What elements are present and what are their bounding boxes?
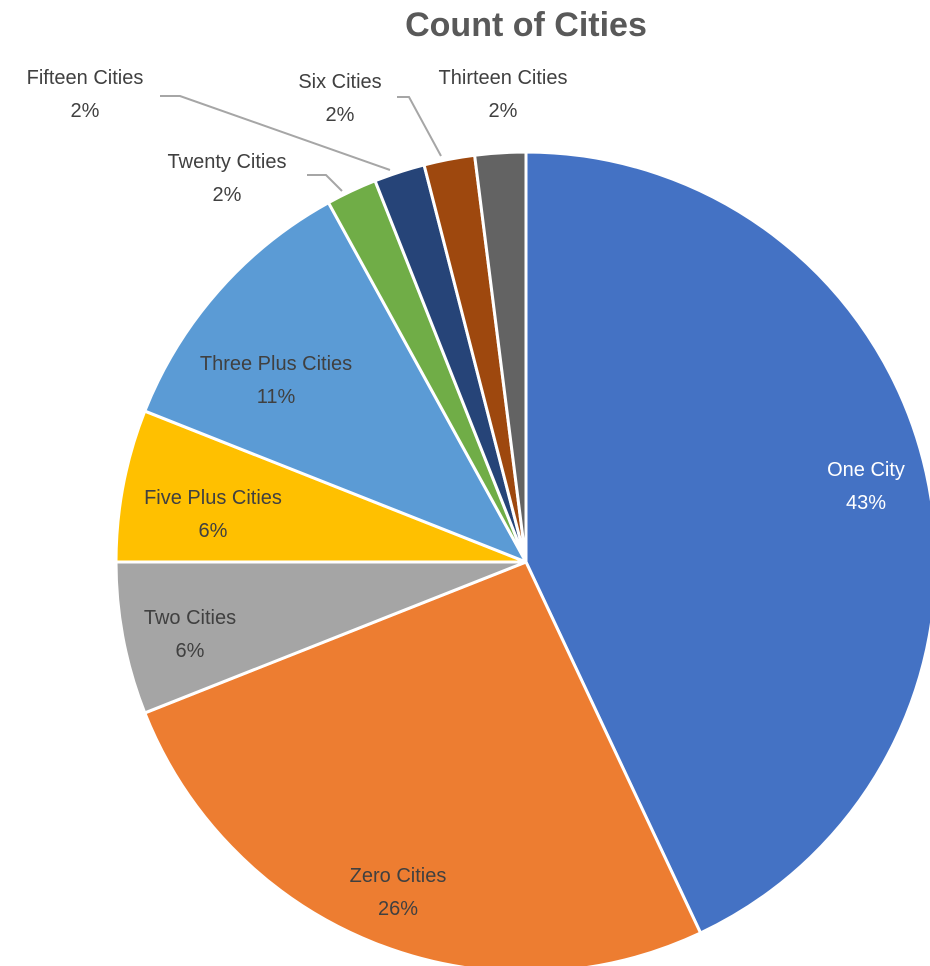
leader-lines (160, 95, 442, 192)
data-label-five-plus-cities: Five Plus Cities 6% (144, 487, 282, 542)
pie-slice-one-city (524, 150, 930, 935)
data-label-zero-cities: Zero Cities 26% (350, 865, 447, 920)
chart-title: Count of Cities (405, 6, 647, 44)
data-label-two-cities: Two Cities 6% (144, 607, 236, 662)
data-label-fifteen-cities: Fifteen Cities 2% (27, 67, 144, 122)
data-label-thirteen-cities: Thirteen Cities 2% (439, 67, 568, 122)
data-label-six-cities: Six Cities 2% (298, 71, 381, 126)
data-label-twenty-cities: Twenty Cities 2% (168, 151, 287, 206)
pie-slice-zero-cities (143, 560, 703, 966)
data-labels: One City 43% Zero Cities 26% Two Cities 6% Fiv… (27, 67, 905, 920)
pie-slice-five-plus-cities (114, 409, 528, 564)
leader-line-fifteen-cities (160, 95, 391, 171)
pie-slice-thirteen-cities (473, 150, 528, 564)
pie-slice-two-cities (114, 560, 528, 715)
pie-slices (114, 150, 930, 966)
pie-slice-three-plus-cities (143, 201, 528, 564)
data-label-one-city: One City 43% (827, 459, 905, 514)
leader-line-twenty-cities (307, 174, 343, 192)
data-label-three-plus-cities: Three Plus Cities 11% (200, 353, 352, 408)
leader-line-six-cities (397, 96, 442, 157)
